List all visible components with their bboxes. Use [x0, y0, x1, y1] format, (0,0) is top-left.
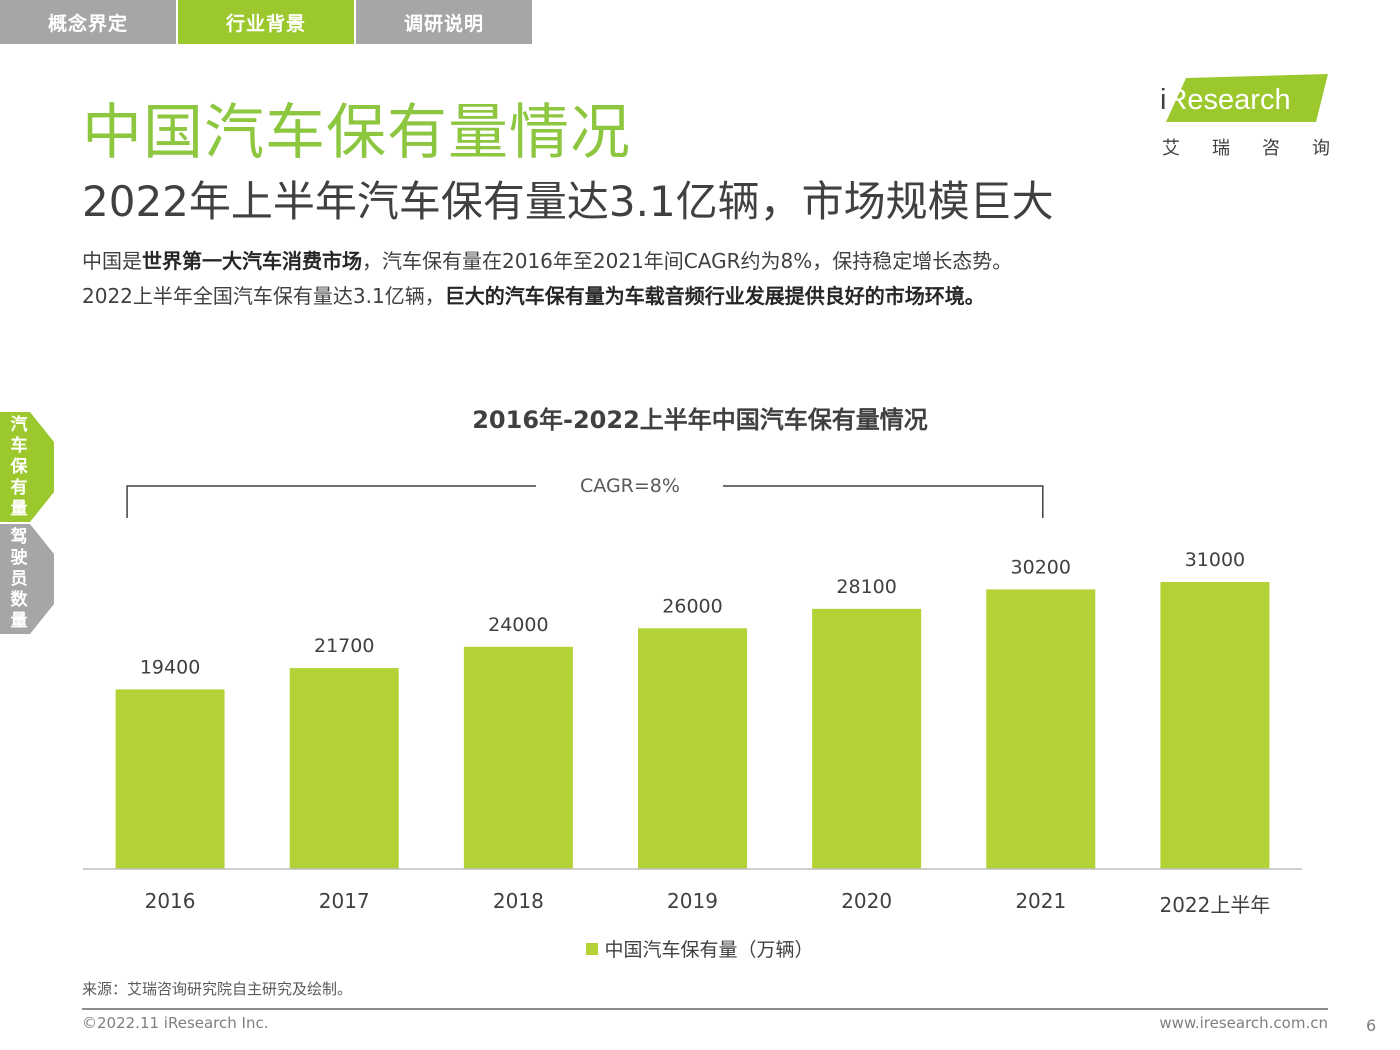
description-line-1: 中国是世界第一大汽车消费市场，汽车保有量在2016年至2021年间CAGR约为8…: [82, 249, 1013, 273]
tab-industry-background[interactable]: 行业背景: [178, 0, 354, 44]
bar-2022上半年: [1160, 582, 1270, 869]
data-label: 24000: [488, 614, 548, 636]
top-tabs: 概念界定 行业背景 调研说明: [0, 0, 534, 44]
tab-research-notes[interactable]: 调研说明: [356, 0, 532, 44]
side-tab-label: 驾驶员数量: [10, 526, 28, 631]
iresearch-logo: iResearch 艾瑞咨询: [1152, 74, 1332, 164]
bar-2017: [289, 668, 399, 869]
x-tick-label: 2017: [319, 889, 370, 913]
bar-2020: [812, 608, 922, 869]
data-label: 30200: [1011, 556, 1071, 578]
tab-concept[interactable]: 概念界定: [0, 0, 176, 44]
side-tab-car-ownership[interactable]: 汽车保有量: [0, 412, 54, 522]
data-label: 21700: [314, 635, 374, 657]
bar-2016: [115, 689, 225, 869]
x-tick-label: 2020: [841, 889, 892, 913]
side-tab-shape: [0, 524, 54, 634]
side-tab-driver-count[interactable]: 驾驶员数量: [0, 524, 54, 634]
footer-divider: [82, 1008, 1328, 1010]
copyright: ©2022.11 iResearch Inc.: [82, 1014, 269, 1032]
bar-2018: [463, 646, 573, 869]
chart-legend: 中国汽车保有量（万辆）: [0, 935, 1400, 962]
x-tick-label: 2022上半年: [1159, 893, 1270, 917]
cagr-annotation: CAGR=8%: [580, 475, 680, 497]
bar-2021: [986, 589, 1096, 869]
data-label: 31000: [1185, 549, 1245, 571]
data-label: 28100: [836, 576, 896, 598]
bar-2019: [638, 628, 747, 869]
cagr-bracket-right: [723, 485, 1044, 518]
page-subtitle: 2022年上半年汽车保有量达3.1亿辆，市场规模巨大: [82, 177, 1054, 226]
logo-wordmark: iResearch: [1160, 84, 1291, 116]
legend-swatch: [586, 942, 599, 955]
chart-title: 2016年-2022上半年中国汽车保有量情况: [472, 406, 928, 434]
cagr-bracket-left: [126, 485, 536, 518]
page-title: 中国汽车保有量情况: [82, 98, 631, 168]
data-label: 26000: [662, 595, 722, 617]
description-line-2: 2022上半年全国汽车保有量达3.1亿辆，巨大的汽车保有量为车载音频行业发展提供…: [82, 284, 985, 308]
legend-label: 中国汽车保有量（万辆）: [604, 939, 814, 961]
x-tick-label: 2021: [1015, 889, 1066, 913]
x-tick-label: 2016: [145, 889, 196, 913]
website-link[interactable]: www.iresearch.com.cn: [1159, 1014, 1328, 1032]
data-label: 19400: [140, 656, 200, 678]
side-tab-label: 汽车保有量: [10, 414, 28, 519]
page-number: 6: [1366, 1016, 1377, 1035]
logo-banner: [1166, 74, 1328, 122]
description: 中国是世界第一大汽车消费市场，汽车保有量在2016年至2021年间CAGR约为8…: [82, 244, 1012, 314]
x-tick-label: 2018: [493, 889, 544, 913]
side-tab-shape: [0, 412, 54, 522]
x-tick-label: 2019: [667, 889, 718, 913]
logo-chinese-name: 艾瑞咨询: [1162, 138, 1330, 159]
source-note: 来源：艾瑞咨询研究院自主研究及绘制。: [82, 980, 353, 998]
